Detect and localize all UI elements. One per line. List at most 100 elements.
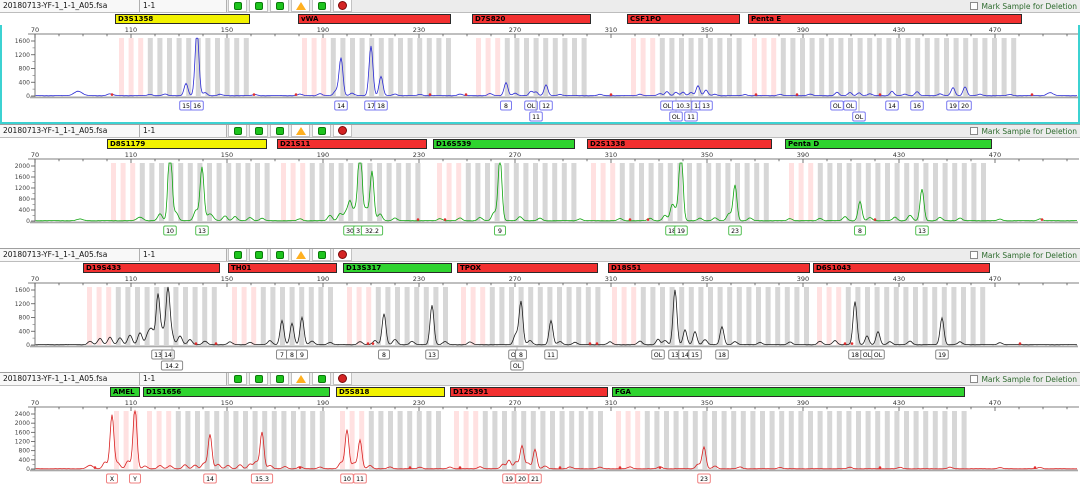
quality-flag-button[interactable] — [333, 0, 352, 12]
allele-call-box[interactable] — [852, 111, 866, 122]
quality-flag-button[interactable] — [228, 125, 247, 137]
allele-call-box[interactable] — [163, 225, 177, 236]
allele-call-box[interactable] — [425, 349, 439, 360]
allele-call-box[interactable] — [669, 111, 683, 122]
allele-call-box[interactable] — [250, 473, 274, 484]
quality-flag-button[interactable] — [312, 0, 331, 12]
y-axis-tick-label: 1200 — [15, 439, 30, 446]
allele-call-box[interactable] — [129, 473, 141, 484]
allele-call-box[interactable] — [651, 349, 665, 360]
allele-call-box[interactable] — [528, 473, 542, 484]
panel-header: 20180713-YF-1_1-1_A05.fsa 1-1 Mark Sample … — [0, 373, 1080, 386]
quality-flag-button[interactable] — [333, 373, 352, 385]
allele-call-box[interactable] — [160, 360, 184, 371]
mark-deletion-checkbox[interactable] — [970, 127, 979, 135]
allele-call-box[interactable] — [510, 360, 524, 371]
quality-flag-button[interactable] — [228, 0, 247, 12]
allele-call-box[interactable] — [728, 225, 742, 236]
bin-region — [856, 163, 862, 221]
mark-deletion-label: Mark Sample for Deletion — [981, 250, 1077, 260]
electropherogram-plot[interactable]: 70 110 150 190 230 270 310 350 390 430 470 0 400 800 1… — [0, 150, 1080, 249]
allele-call-box[interactable] — [871, 349, 885, 360]
allele-call-box[interactable] — [529, 111, 543, 122]
mark-deletion-checkbox[interactable] — [970, 375, 979, 383]
allele-call-box[interactable] — [494, 225, 506, 236]
quality-flag-button[interactable] — [312, 249, 331, 261]
bin-region — [375, 287, 381, 345]
mark-deletion-control[interactable]: Mark Sample for Deletion — [970, 249, 1077, 261]
allele-call-box[interactable] — [684, 111, 698, 122]
allele-call-box[interactable] — [524, 100, 538, 111]
allele-call-label: 16 — [193, 103, 201, 110]
allele-call-box[interactable] — [161, 349, 175, 360]
quality-flag-button[interactable] — [291, 373, 310, 385]
allele-call-box[interactable] — [515, 349, 527, 360]
allele-call-box[interactable] — [885, 100, 899, 111]
bin-region — [819, 38, 825, 96]
artifact-dot — [443, 218, 447, 221]
allele-call-box[interactable] — [500, 100, 512, 111]
quality-flag-button[interactable] — [249, 373, 268, 385]
allele-call-box[interactable] — [374, 100, 388, 111]
mark-deletion-checkbox[interactable] — [970, 2, 979, 10]
quality-flag-button[interactable] — [333, 249, 352, 261]
allele-call-box[interactable] — [958, 100, 972, 111]
quality-flag-button[interactable] — [270, 0, 289, 12]
allele-call-box[interactable] — [699, 100, 713, 111]
green-flag-icon — [317, 1, 326, 10]
allele-call-box[interactable] — [915, 225, 929, 236]
x-axis-tick-label: 70 — [31, 26, 39, 34]
electropherogram-plot[interactable]: 70 110 150 190 230 270 310 350 390 430 470 0 400 800 1… — [0, 274, 1080, 373]
allele-call-box[interactable] — [378, 349, 390, 360]
allele-call-box[interactable] — [360, 225, 384, 236]
quality-flag-button[interactable] — [291, 0, 310, 12]
bin-region — [321, 38, 327, 96]
bin-region — [514, 38, 520, 96]
quality-flag-button[interactable] — [291, 125, 310, 137]
allele-call-box[interactable] — [195, 225, 209, 236]
bin-region — [377, 163, 382, 221]
allele-call-box[interactable] — [190, 100, 204, 111]
allele-call-box[interactable] — [935, 349, 949, 360]
allele-call-box[interactable] — [910, 100, 924, 111]
allele-call-box[interactable] — [697, 473, 711, 484]
allele-call-box[interactable] — [843, 100, 857, 111]
mark-deletion-checkbox[interactable] — [970, 251, 979, 259]
quality-flag-button[interactable] — [312, 373, 331, 385]
bin-region — [875, 411, 881, 469]
quality-flag-button[interactable] — [228, 249, 247, 261]
allele-call-box[interactable] — [688, 349, 702, 360]
allele-call-box[interactable] — [674, 225, 688, 236]
quality-flag-button[interactable] — [270, 373, 289, 385]
electropherogram-plot[interactable]: 70 110 150 190 230 270 310 350 390 430 470 0 400 800 1… — [0, 398, 1080, 496]
quality-flag-button[interactable] — [249, 0, 268, 12]
bin-region — [836, 411, 842, 469]
bin-region — [300, 163, 306, 221]
bin-region — [509, 287, 514, 345]
bin-region — [717, 38, 723, 96]
quality-flag-button[interactable] — [228, 373, 247, 385]
allele-call-box[interactable] — [544, 349, 558, 360]
trace-path — [35, 161, 1077, 222]
allele-call-box[interactable] — [854, 225, 866, 236]
quality-flag-button[interactable] — [249, 125, 268, 137]
sample-id-cell: 1-1 — [140, 373, 227, 385]
allele-call-box[interactable] — [106, 473, 118, 484]
quality-flag-button[interactable] — [270, 125, 289, 137]
bin-region — [138, 38, 144, 96]
quality-flag-button[interactable] — [270, 249, 289, 261]
allele-call-box[interactable] — [334, 100, 348, 111]
electropherogram-plot[interactable]: 70 110 150 190 230 270 310 350 390 430 470 0 400 800 1… — [0, 25, 1080, 124]
mark-deletion-control[interactable]: Mark Sample for Deletion — [970, 373, 1077, 385]
quality-flag-button[interactable] — [333, 125, 352, 137]
allele-call-box[interactable] — [715, 349, 729, 360]
quality-flag-button[interactable] — [291, 249, 310, 261]
quality-flag-button[interactable] — [312, 125, 331, 137]
allele-call-box[interactable] — [203, 473, 217, 484]
allele-call-box[interactable] — [539, 100, 553, 111]
allele-call-box[interactable] — [353, 473, 367, 484]
mark-deletion-control[interactable]: Mark Sample for Deletion — [970, 125, 1077, 137]
quality-flag-button[interactable] — [249, 249, 268, 261]
allele-call-box[interactable] — [296, 349, 308, 360]
mark-deletion-control[interactable]: Mark Sample for Deletion — [970, 0, 1077, 12]
